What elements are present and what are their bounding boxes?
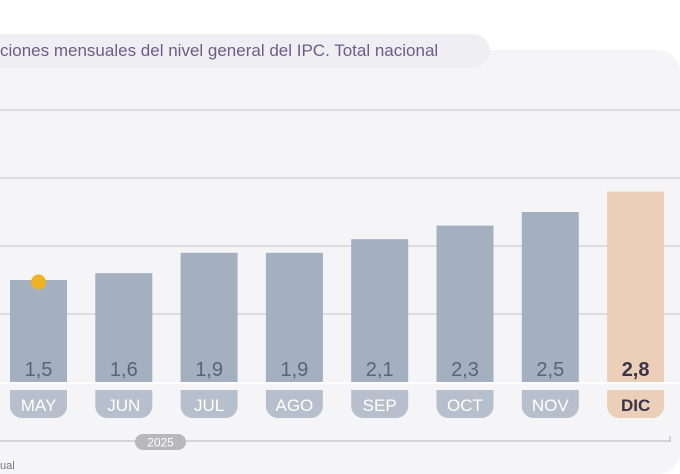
- month-pill: [436, 390, 494, 419]
- month-label: AGO: [276, 396, 314, 415]
- chart-title: ciones mensuales del nivel general del I…: [0, 41, 439, 60]
- bar-jun: [95, 273, 153, 382]
- value-label: 1,9: [280, 359, 308, 381]
- value-label: 2,3: [451, 359, 479, 381]
- bar-dic: [607, 191, 665, 382]
- month-label: MAY: [21, 396, 57, 415]
- month-label: SEP: [363, 396, 397, 415]
- month-pill: [521, 390, 579, 419]
- bar-sep: [351, 239, 409, 382]
- year-label: 2025: [147, 436, 174, 450]
- value-label: 1,5: [25, 359, 53, 381]
- bar-jul: [180, 252, 238, 382]
- value-label: 2,5: [536, 359, 564, 381]
- month-pill: [180, 390, 238, 419]
- month-pill: [10, 390, 67, 418]
- month-label: OCT: [447, 396, 483, 415]
- month-label: JUN: [107, 396, 140, 415]
- month-label: JUL: [194, 396, 224, 415]
- month-pill: [95, 390, 153, 419]
- month-pill: [265, 390, 323, 419]
- month-pill: [351, 390, 409, 419]
- month-pill: [607, 390, 665, 419]
- bar-nov: [521, 212, 579, 382]
- title-pill: [0, 34, 490, 68]
- footer-text: ual: [0, 460, 15, 472]
- value-label: 2,8: [622, 359, 650, 381]
- value-label: 1,9: [195, 359, 223, 381]
- year-pill: [135, 434, 186, 450]
- month-label: NOV: [532, 396, 570, 415]
- bar-oct: [436, 225, 494, 382]
- bar-may: [10, 280, 67, 382]
- bar-ago: [265, 252, 323, 382]
- value-label: 2,1: [366, 359, 394, 381]
- value-label: 1,6: [110, 359, 138, 381]
- marker-dot: [31, 274, 46, 290]
- month-label: DIC: [621, 396, 650, 415]
